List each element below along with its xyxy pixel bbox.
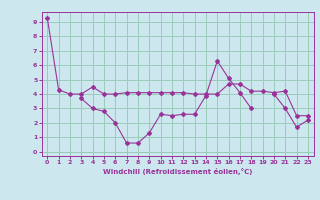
X-axis label: Windchill (Refroidissement éolien,°C): Windchill (Refroidissement éolien,°C) (103, 168, 252, 175)
